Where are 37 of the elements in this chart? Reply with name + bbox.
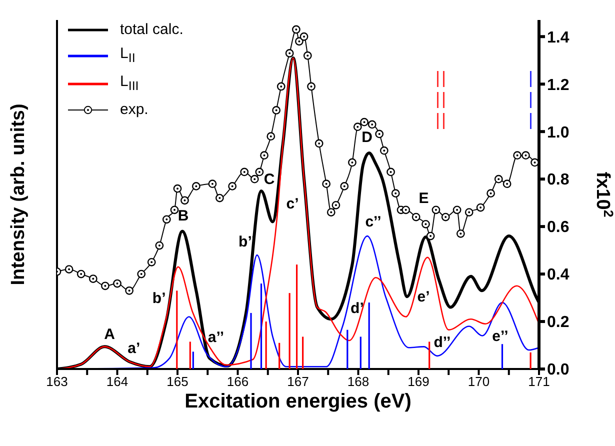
- x-tick-label: 164: [106, 374, 128, 390]
- x-tick-label: 167: [287, 374, 309, 390]
- annotation: d’: [350, 300, 364, 317]
- x-tick-label: 171: [528, 374, 550, 390]
- annotation: e’’: [492, 328, 508, 345]
- annotation: b’: [152, 290, 166, 308]
- y-tick-label: 0.0: [547, 362, 570, 379]
- x-axis-title: Excitation energies (eV): [184, 390, 412, 412]
- y-tick-label: 0.2: [547, 314, 570, 332]
- x-tick-label: 169: [408, 374, 430, 390]
- annotation: d’’: [434, 334, 451, 352]
- y-tick-label: 1.0: [547, 124, 570, 142]
- y-axis-title: Intensity (arb. units): [8, 104, 29, 286]
- x-tick-label: 166: [226, 374, 249, 390]
- annotation: e’: [417, 288, 430, 306]
- legend-label: exp.: [120, 100, 148, 120]
- x-tick-label: 170: [468, 374, 490, 390]
- annotation: c’’: [365, 213, 382, 230]
- y-tick-label: 0.8: [547, 172, 570, 189]
- annotation: B: [178, 208, 189, 225]
- annotation: a’: [128, 340, 140, 358]
- y-tick-label: 0.6: [547, 219, 570, 236]
- y-tick-label: 0.4: [547, 266, 570, 284]
- legend-label: total calc.: [120, 20, 184, 40]
- y-tick-label: 1.4: [547, 29, 570, 46]
- annotation: c’: [286, 196, 299, 213]
- annotation: a’’: [208, 329, 224, 346]
- annotation: D: [362, 129, 373, 146]
- legend-label: L$_{III}$: [120, 72, 139, 95]
- annotation: C: [264, 171, 275, 188]
- annotation: E: [418, 190, 429, 208]
- x-tick-label: 168: [347, 374, 370, 390]
- y-tick-label: 1.2: [547, 76, 570, 94]
- legend-label: L$_{II}$: [120, 44, 136, 67]
- annotation: A: [104, 326, 116, 343]
- x-tick-label: 165: [166, 374, 188, 390]
- x-tick-label: 163: [46, 374, 68, 390]
